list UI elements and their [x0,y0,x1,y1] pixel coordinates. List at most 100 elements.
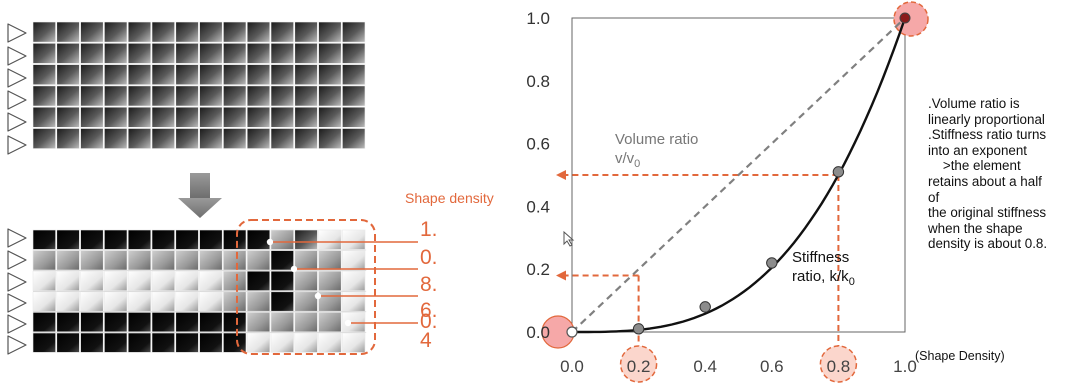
note-line: the original stiffness [928,205,1047,221]
mesh-cell [32,106,56,128]
mesh-cell [151,128,175,149]
mesh-cell [175,312,199,333]
mesh-cell [104,106,128,128]
mesh-cell [56,312,80,333]
mesh-cell [56,229,80,250]
mesh-cell [104,229,128,250]
mesh-cell [80,42,104,64]
volume-ratio-symbol: v/v0 [615,150,640,170]
support-triangles-top [7,23,27,155]
x-tick-label: 0.0 [560,357,584,376]
plot-frame [571,17,906,333]
mesh-cell [127,270,152,291]
mesh-cell [342,270,366,291]
mesh-cell [32,250,56,271]
mesh-cell [294,291,318,312]
mesh-cell [32,291,56,312]
mesh-cell [151,312,175,333]
mesh-cell [223,85,247,107]
mesh-cell [270,128,294,149]
mesh-cell [223,21,247,43]
y-tick-label: 0.6 [526,135,550,154]
mesh-cell [199,42,223,64]
x-tick-label: 0.2 [627,357,651,376]
stiffness-ratio-curve [572,17,907,334]
mesh-cell [56,250,80,271]
tick-highlight-circles [541,1,929,383]
series-group [571,17,907,334]
mesh-cell [318,332,342,353]
mesh-cell [318,312,342,333]
mesh-cell [294,128,318,149]
mesh-cell [223,270,247,291]
tick-highlight [819,345,858,383]
guide-arrowhead [556,170,566,180]
mesh-cell [32,128,56,149]
mesh-cell [318,85,342,107]
mesh-cell [199,312,223,333]
mesh-cell [246,332,271,353]
mesh-cell [80,291,104,312]
mesh-cell [56,42,80,64]
triangle-support-icon [7,314,27,334]
mesh-cell [294,106,318,128]
mesh-cell [342,291,366,312]
mesh-cell [294,64,318,85]
mesh-cell [127,42,152,64]
mesh-cell [199,332,223,353]
mesh-cell [246,106,271,128]
volume-ratio-label: Volume ratio [615,131,698,148]
mesh-cell [270,85,294,107]
triangle-support-icon [7,112,27,132]
mesh-cell [294,312,318,333]
mesh-cell [342,85,366,107]
mesh-cell [246,85,271,107]
triangle-support-icon [7,250,27,270]
mesh-cell [199,85,223,107]
note-line: >the element [928,158,1021,174]
volume-ratio-line [571,17,906,333]
mesh-cell [175,64,199,85]
mesh-cell [270,64,294,85]
y-tick-labels: 0.0 0.2 0.4 0.6 0.8 1.0 [526,9,550,342]
mesh-cell [270,106,294,128]
mesh-cell [342,128,366,149]
note-line: when the shape [928,220,1023,236]
mesh-cell [342,332,366,353]
mesh-cell [199,21,223,43]
stiffness-ratio-symbol: ratio, k/k0 [792,268,855,288]
mesh-cell [127,291,152,312]
mesh-cell [151,229,175,250]
mesh-cell [270,312,294,333]
density-value: 6. [420,299,438,322]
mesh-cell [175,128,199,149]
mesh-cell [270,42,294,64]
mesh-cell [56,332,80,353]
mesh-cell [32,229,56,250]
mesh-cell [246,64,271,85]
mesh-cell [127,85,152,107]
mesh-cell [56,106,80,128]
data-points [566,12,911,338]
x-tick-labels: 0.0 0.2 0.4 0.6 0.8 1.0 [560,357,917,376]
mesh-cell [151,85,175,107]
density-value: 8. [420,273,438,296]
mesh-cell [32,42,56,64]
mesh-cell [294,42,318,64]
mesh-cell [294,21,318,43]
mesh-cell [294,229,318,250]
mesh-cell [270,270,294,291]
mesh-cell [80,270,104,291]
mesh-cell [80,64,104,85]
top-right-highlight [893,1,929,37]
mesh-cell [56,270,80,291]
mesh-cell [56,64,80,85]
mesh-cell [318,106,342,128]
callout-dot [266,238,274,246]
mesh-cell [294,85,318,107]
mesh-cell [342,42,366,64]
mesh-cell [199,106,223,128]
mesh-cell [223,291,247,312]
mesh-cell [56,85,80,107]
highlight-box [236,219,376,355]
